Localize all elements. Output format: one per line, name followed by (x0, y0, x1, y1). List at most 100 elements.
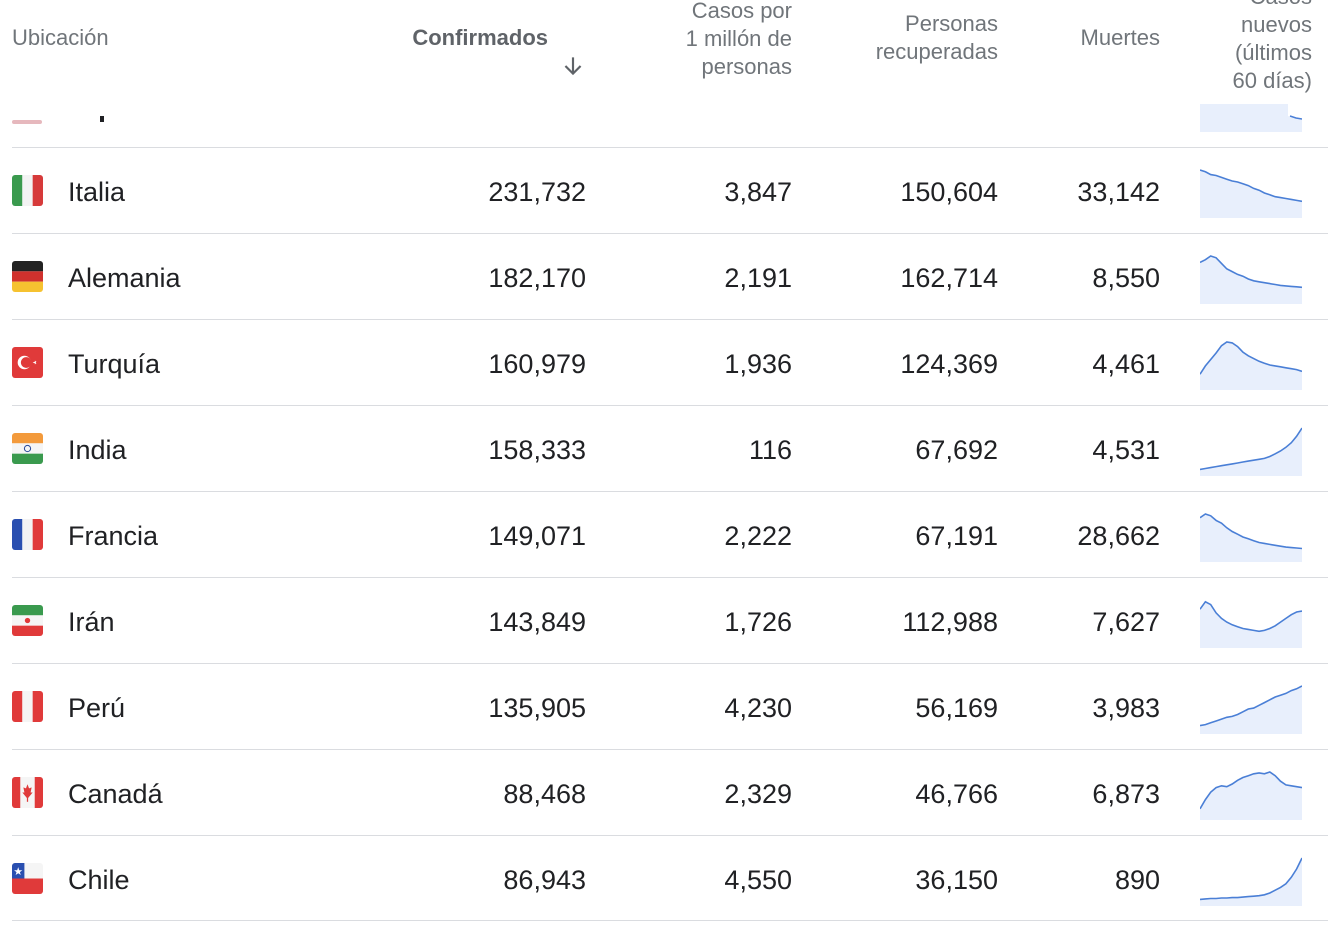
deaths-value: 33,142 (1077, 177, 1160, 207)
turkey-flag-icon (12, 347, 43, 378)
recovered-value: 162,714 (900, 263, 998, 293)
column-header-location[interactable]: Ubicación (12, 25, 109, 50)
canada-flag-icon (12, 777, 43, 808)
per-million-value: 1,726 (724, 607, 792, 637)
table-row-canada[interactable]: Canadá 88,468 2,329 46,766 6,873 (12, 749, 1328, 835)
sparkline-area (1200, 686, 1302, 734)
confirmed-value: 160,979 (488, 349, 586, 379)
sparkline-area (1200, 170, 1302, 218)
table-header: Ubicación Confirmados Casos por 1 millón… (0, 0, 1344, 104)
france-flag-icon (12, 519, 43, 550)
sparkline-line (1200, 341, 1302, 375)
confirmed-value: 149,071 (488, 521, 586, 551)
table-row-partial[interactable] (12, 104, 1328, 147)
confirmed-value: 135,905 (488, 693, 586, 723)
deaths-value: 4,461 (1092, 349, 1160, 379)
sparkline-line (1200, 857, 1302, 901)
sparkline-area (1200, 342, 1302, 390)
deaths-value: 8,550 (1092, 263, 1160, 293)
column-header-per-million[interactable]: Casos por 1 millón de personas (685, 0, 792, 79)
table-row-alemania[interactable]: Alemania 182,170 2,191 162,714 8,550 (12, 233, 1328, 319)
table-row-francia[interactable]: Francia 149,071 2,222 67,191 28,662 (12, 491, 1328, 577)
recovered-value: 112,988 (902, 607, 998, 637)
per-million-value: 3,847 (724, 177, 792, 207)
table-row-chile[interactable]: Chile 86,943 4,550 36,150 890 (12, 835, 1328, 921)
sparkline-area (1200, 772, 1302, 820)
location-name: Italia (68, 177, 126, 207)
sparkline-line (1200, 427, 1302, 471)
location-name: Francia (68, 521, 159, 551)
arrow-down-icon (560, 25, 586, 76)
recovered-value: 124,369 (900, 349, 998, 379)
table-row-turquia[interactable]: Turquía 160,979 1,936 124,369 4,461 (12, 319, 1328, 405)
confirmed-value: 231,732 (488, 177, 586, 207)
chile-flag-icon (12, 863, 43, 894)
sparkline-new-cases (1200, 255, 1302, 304)
sparkline-new-cases (1200, 857, 1302, 906)
sparkline-area (1200, 858, 1302, 906)
recovered-value: 46,766 (915, 779, 998, 809)
deaths-value: 7,627 (1092, 607, 1160, 637)
sparkline-new-cases (1200, 341, 1302, 390)
germany-flag-icon (12, 261, 43, 292)
deaths-value: 4,531 (1092, 435, 1160, 465)
per-million-value: 1,936 (724, 349, 792, 379)
sparkline-line (1200, 685, 1302, 727)
table-row-india[interactable]: India 158,333 116 67,692 4,531 (12, 405, 1328, 491)
italy-flag-icon (12, 175, 43, 206)
india-flag-icon (12, 433, 43, 464)
per-million-value: 116 (748, 435, 792, 465)
confirmed-value: 86,943 (503, 865, 586, 895)
sparkline-line (1200, 771, 1302, 810)
column-header-confirmed-label: Confirmados (412, 25, 548, 50)
sparkline-new-cases (1200, 427, 1302, 476)
sparkline-area (1200, 428, 1302, 476)
location-name: Irán (68, 607, 115, 637)
sparkline-new-cases (1200, 169, 1302, 218)
peru-flag-icon (12, 691, 43, 722)
per-million-value: 4,550 (724, 865, 792, 895)
location-name: Perú (68, 693, 126, 723)
recovered-value: 56,169 (915, 693, 998, 723)
sparkline-new-cases (1200, 600, 1302, 648)
table-row-iran[interactable]: Irán 143,849 1,726 112,988 7,627 (12, 577, 1328, 663)
recovered-value: 150,604 (900, 177, 998, 207)
table-row-peru[interactable]: Perú 135,905 4,230 56,169 3,983 (12, 663, 1328, 749)
sparkline-line (1200, 169, 1302, 203)
sparkline-line (1200, 600, 1302, 633)
confirmed-value: 143,849 (488, 607, 586, 637)
column-header-deaths[interactable]: Muertes (1080, 25, 1160, 50)
sparkline-line (1200, 255, 1302, 289)
sparkline-partial (1200, 104, 1302, 132)
per-million-value: 2,222 (724, 521, 792, 551)
deaths-value: 890 (1114, 865, 1160, 895)
confirmed-value: 182,170 (488, 263, 586, 293)
column-header-recovered[interactable]: Personas recuperadas (875, 11, 998, 64)
location-name: Turquía (68, 349, 161, 379)
recovered-value: 36,150 (915, 865, 998, 895)
confirmed-value: 88,468 (503, 779, 586, 809)
sparkline-new-cases (1200, 513, 1302, 562)
table-row-italia[interactable]: Italia 231,732 3,847 150,604 33,142 (12, 147, 1328, 233)
recovered-value: 67,692 (915, 435, 998, 465)
per-million-value: 2,329 (724, 779, 792, 809)
recovered-value: 67,191 (915, 521, 998, 551)
table-body: Italia 231,732 3,847 150,604 33,142 Alem… (12, 147, 1328, 921)
location-name: Chile (68, 865, 130, 895)
sparkline-new-cases (1200, 771, 1302, 820)
sparkline-line (1200, 513, 1302, 550)
sparkline-area (1200, 601, 1302, 648)
column-header-new-cases[interactable]: Casos nuevos (últimos 60 días) (1232, 0, 1313, 93)
location-name: Canadá (68, 779, 163, 809)
deaths-value: 6,873 (1092, 779, 1160, 809)
location-text-fragment (100, 116, 104, 122)
location-name: Alemania (68, 263, 181, 293)
per-million-value: 4,230 (724, 693, 792, 723)
flag-icon (12, 120, 42, 124)
deaths-value: 28,662 (1077, 521, 1160, 551)
per-million-value: 2,191 (724, 263, 792, 293)
column-header-confirmed[interactable]: Confirmados (412, 24, 586, 76)
confirmed-value: 158,333 (488, 435, 586, 465)
sparkline-new-cases (1200, 685, 1302, 734)
iran-flag-icon (12, 605, 43, 636)
